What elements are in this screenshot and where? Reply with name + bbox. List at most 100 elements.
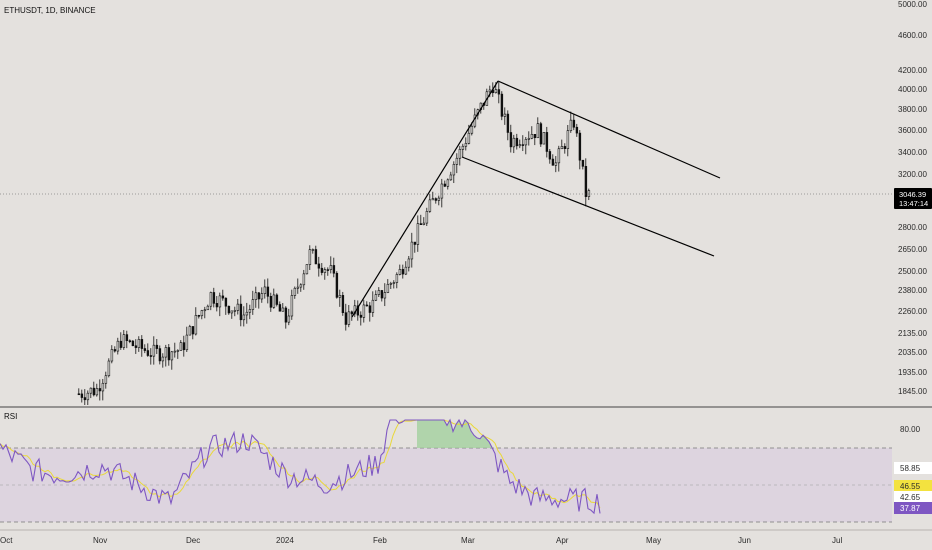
- candle-body: [368, 305, 372, 313]
- candle-body: [290, 295, 294, 317]
- candle-body: [110, 349, 114, 362]
- candle-body: [149, 355, 153, 357]
- candle-body: [77, 393, 81, 396]
- candle-body: [509, 132, 513, 148]
- candle-body: [497, 89, 501, 95]
- rsi-tick-lower: 42.65: [900, 493, 921, 502]
- price-tick-label: 2035.00: [898, 348, 927, 357]
- candle-body: [254, 292, 258, 300]
- candle-body: [569, 119, 573, 131]
- rsi-title[interactable]: RSI: [4, 412, 17, 421]
- candle-body: [554, 162, 558, 166]
- time-axis-label: Mar: [461, 536, 475, 545]
- candle-body: [572, 119, 576, 128]
- candle-body: [305, 264, 309, 275]
- candle-body: [101, 382, 105, 392]
- price-tick-label: 4600.00: [898, 31, 927, 40]
- candle-body: [362, 304, 366, 318]
- candle-body: [380, 290, 384, 299]
- candle-body: [209, 292, 213, 307]
- candle-body: [104, 375, 108, 384]
- price-axis[interactable]: 5000.00 4600.00 4200.00 4000.00 3800.00 3600.…: [898, 0, 927, 396]
- candle-body: [179, 342, 183, 351]
- price-tick-label: 2650.00: [898, 245, 927, 254]
- candle-body: [527, 137, 531, 140]
- candle-body: [239, 303, 243, 321]
- candle-body: [86, 392, 90, 401]
- candle-body: [347, 311, 351, 325]
- candle-body: [275, 294, 279, 305]
- channel-lower-line[interactable]: [461, 156, 715, 257]
- candle-body: [140, 339, 144, 349]
- candle-body: [134, 345, 138, 348]
- candle-body: [437, 197, 441, 201]
- candle-body: [392, 282, 396, 284]
- candle-body: [563, 146, 567, 149]
- rsi-ma-value-tag: [894, 480, 932, 492]
- candle-body: [410, 241, 414, 260]
- candle-body: [518, 144, 522, 147]
- candle-body: [227, 305, 231, 314]
- candle-body: [467, 132, 471, 144]
- candle-body: [548, 151, 552, 160]
- candle-body: [302, 273, 306, 286]
- rsi-line: [0, 418, 601, 515]
- candle-body: [248, 309, 252, 313]
- time-axis-label: Jul: [832, 536, 842, 545]
- candle-body: [122, 334, 126, 348]
- candle-body: [293, 287, 297, 296]
- candle-body: [446, 179, 450, 187]
- candle-body: [80, 393, 84, 398]
- candle-body: [278, 304, 282, 312]
- candle-body: [182, 342, 186, 351]
- candle-body: [245, 311, 249, 316]
- candle-body: [212, 292, 216, 304]
- candle-body: [224, 297, 228, 307]
- rsi-tick-80: 80.00: [900, 425, 921, 434]
- candle-body: [461, 145, 465, 150]
- candle-body: [98, 388, 102, 392]
- candle-body: [494, 89, 498, 94]
- candle-body: [341, 295, 345, 313]
- channel-upper-line[interactable]: [497, 80, 721, 179]
- candle-body: [128, 340, 132, 342]
- candle-body: [506, 113, 510, 133]
- symbol-label[interactable]: ETHUSDT, 1D, BINANCE: [4, 6, 96, 15]
- candle-body: [587, 190, 591, 197]
- candle-body: [332, 265, 336, 274]
- candle-body: [218, 295, 222, 308]
- candle-body: [284, 307, 288, 323]
- candle-body: [152, 344, 156, 357]
- candle-body: [92, 387, 96, 396]
- price-tick-label: 5000.00: [898, 0, 927, 9]
- candle-body: [329, 265, 333, 270]
- candle-body: [413, 241, 417, 245]
- candle-body: [314, 249, 318, 265]
- rsi-tick-box-upper: [894, 462, 932, 474]
- candle-body: [137, 339, 141, 348]
- candle-body: [581, 159, 585, 167]
- time-axis-label: Apr: [556, 536, 569, 545]
- rsi-overbought-fill: [417, 420, 504, 448]
- candle-body: [158, 348, 162, 362]
- candle-body: [161, 356, 165, 362]
- candle-body: [488, 89, 492, 93]
- candle-body: [374, 294, 378, 301]
- candle-body: [338, 295, 342, 298]
- time-axis[interactable]: Oct Nov Dec 2024 Feb Mar Apr May Jun Jul: [0, 536, 842, 545]
- candle-body: [83, 397, 87, 401]
- price-tick-label: 4200.00: [898, 66, 927, 75]
- candle-body: [287, 315, 291, 323]
- rising-trendline[interactable]: [351, 80, 499, 318]
- candle-body: [266, 286, 270, 297]
- candle-body: [257, 292, 261, 300]
- price-tick-label: 4000.00: [898, 85, 927, 94]
- time-axis-label: Oct: [0, 536, 13, 545]
- candle-body: [197, 315, 201, 317]
- time-axis-label: 2024: [276, 536, 294, 545]
- candle-body: [233, 310, 237, 312]
- candle-body: [536, 123, 540, 139]
- candle-body: [371, 299, 375, 313]
